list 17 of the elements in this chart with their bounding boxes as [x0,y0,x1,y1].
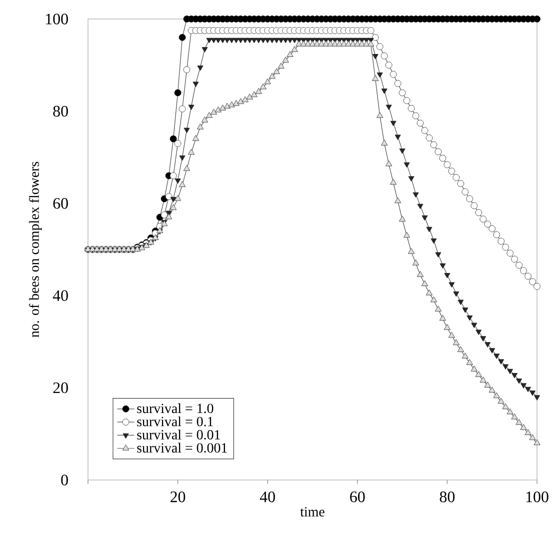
y-tick-label: 0 [61,474,68,486]
legend-label: survival = 0.001 [137,442,227,453]
x-tick-label: 40 [260,491,275,502]
x-axis-title: time [300,507,324,516]
x-tick-label: 20 [170,491,186,502]
y-tick-label: 40 [52,290,68,301]
legend-label: survival = 0.1 [137,416,213,426]
y-tick-label: 80 [53,106,68,117]
x-tick-label: 60 [350,491,365,502]
x-tick-label: 100 [526,491,548,502]
y-tick-label: 60 [53,198,68,209]
y-tick-label: 20 [53,382,68,394]
y-tick-label: 100 [46,14,68,24]
x-tick-label: 80 [440,491,455,502]
legend-label: survival = 1.0 [137,403,214,414]
y-axis-title: no. of bees on complex flowers [28,162,42,338]
legend-label: survival = 0.01 [137,430,220,440]
